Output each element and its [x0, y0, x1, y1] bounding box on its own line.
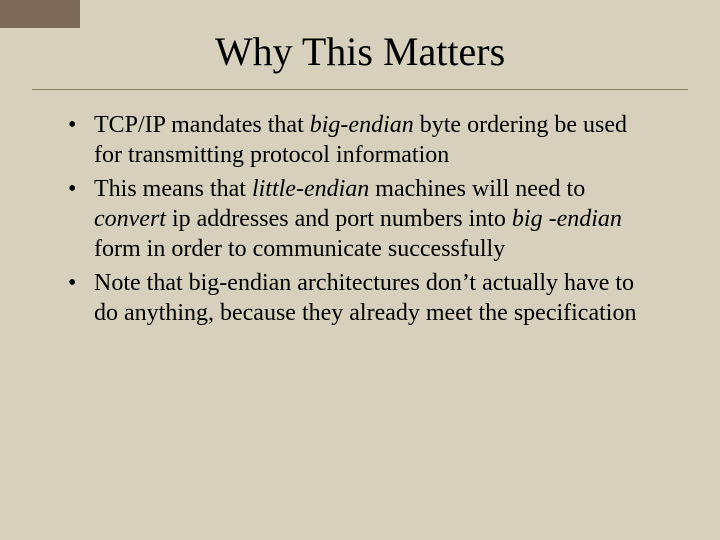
corner-swatch	[0, 0, 80, 28]
text-run: big -endian	[512, 206, 622, 232]
text-run: ip addresses and port numbers into	[166, 206, 512, 232]
text-run: big-endian	[310, 112, 414, 138]
slide: Why This Matters TCP/IP mandates that bi…	[0, 0, 720, 540]
bullet-item: Note that big-endian architectures don’t…	[60, 268, 660, 328]
text-run: Note that big-endian architectures don’t…	[94, 270, 636, 326]
text-run: convert	[94, 206, 166, 232]
bullet-list: TCP/IP mandates that big-endian byte ord…	[60, 110, 660, 328]
text-run: form in order to communicate successfull…	[94, 236, 505, 262]
text-run: machines will need to	[369, 176, 585, 202]
bullet-item: TCP/IP mandates that big-endian byte ord…	[60, 110, 660, 170]
slide-title: Why This Matters	[0, 0, 720, 89]
text-run: TCP/IP mandates that	[94, 112, 310, 138]
slide-body: TCP/IP mandates that big-endian byte ord…	[0, 90, 720, 328]
bullet-item: This means that little-endian machines w…	[60, 174, 660, 264]
text-run: This means that	[94, 176, 252, 202]
text-run: little-endian	[252, 176, 369, 202]
